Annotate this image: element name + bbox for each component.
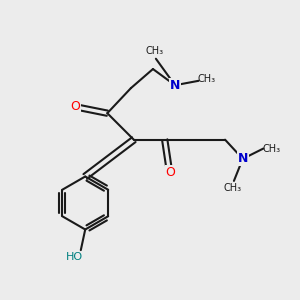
Text: CH₃: CH₃ bbox=[198, 74, 216, 84]
Text: O: O bbox=[166, 166, 176, 178]
Text: CH₃: CH₃ bbox=[224, 183, 242, 193]
Text: HO: HO bbox=[65, 252, 83, 262]
Text: N: N bbox=[170, 79, 180, 92]
Text: O: O bbox=[70, 100, 80, 113]
Text: CH₃: CH₃ bbox=[146, 46, 164, 56]
Text: CH₃: CH₃ bbox=[262, 143, 281, 154]
Text: N: N bbox=[238, 152, 248, 165]
